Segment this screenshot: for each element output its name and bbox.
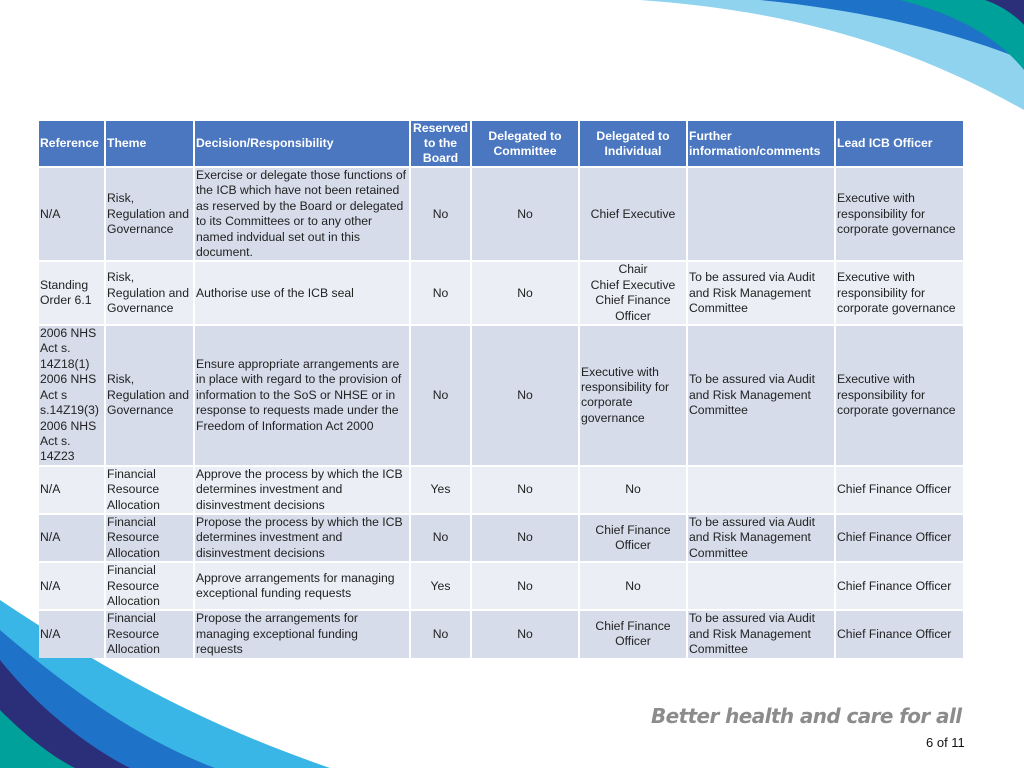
cell-decision: Approve the process by which the ICB det… (195, 466, 409, 513)
table-header-row: Reference Theme Decision/Responsibility … (39, 121, 963, 166)
cell-theme: Financial Resource Allocation (106, 466, 193, 513)
cell-decision: Approve arrangements for managing except… (195, 563, 409, 610)
wave-bottom-navy (0, 660, 130, 768)
wave-top-navy (985, 0, 1024, 25)
cell-decision: Exercise or delegate those functions of … (195, 168, 409, 261)
cell-officer: Chief Finance Officer (836, 466, 963, 513)
table-row: N/A Financial Resource Allocation Propos… (39, 611, 963, 658)
cell-reserved: No (411, 168, 470, 261)
header-reserved: Reserved to the Board (411, 121, 470, 166)
cell-reserved: No (411, 262, 470, 325)
cell-theme: Financial Resource Allocation (106, 563, 193, 610)
wave-top-blue (760, 0, 1024, 60)
cell-further (688, 168, 834, 261)
cell-individual: Executive with responsibility for corpor… (580, 326, 686, 465)
cell-committee: No (472, 514, 578, 562)
table-row: N/A Financial Resource Allocation Approv… (39, 466, 963, 513)
cell-committee: No (472, 611, 578, 658)
cell-further (688, 563, 834, 610)
cell-reserved: Yes (411, 563, 470, 610)
header-decision: Decision/Responsibility (195, 121, 409, 166)
header-theme: Theme (106, 121, 193, 166)
table-row: Standing Order 6.1 Risk, Regulation and … (39, 262, 963, 325)
header-officer: Lead ICB Officer (836, 121, 963, 166)
cell-reserved: Yes (411, 466, 470, 513)
header-individual: Delegated to Individual (580, 121, 686, 166)
cell-officer: Chief Finance Officer (836, 563, 963, 610)
cell-reserved: No (411, 611, 470, 658)
cell-committee: No (472, 466, 578, 513)
table-row: 2006 NHS Act s. 14Z18(1) 2006 NHS Act s … (39, 326, 963, 465)
cell-further: To be assured via Audit and Risk Managem… (688, 326, 834, 465)
cell-officer: Executive with responsibility for corpor… (836, 168, 963, 261)
cell-officer: Chief Finance Officer (836, 611, 963, 658)
cell-theme: Risk, Regulation and Governance (106, 168, 193, 261)
cell-theme: Risk, Regulation and Governance (106, 262, 193, 325)
cell-individual: Chief Finance Officer (580, 611, 686, 658)
cell-reference: N/A (39, 514, 104, 562)
cell-officer: Chief Finance Officer (836, 514, 963, 562)
cell-further (688, 466, 834, 513)
delegation-table: Reference Theme Decision/Responsibility … (37, 119, 965, 660)
table-row: N/A Financial Resource Allocation Approv… (39, 563, 963, 610)
cell-officer: Executive with responsibility for corpor… (836, 326, 963, 465)
wave-bottom-teal (0, 710, 75, 768)
header-committee: Delegated to Committee (472, 121, 578, 166)
cell-reference: N/A (39, 168, 104, 261)
cell-further: To be assured via Audit and Risk Managem… (688, 262, 834, 325)
cell-reference: N/A (39, 563, 104, 610)
cell-theme: Financial Resource Allocation (106, 514, 193, 562)
table-row: N/A Risk, Regulation and Governance Exer… (39, 168, 963, 261)
cell-decision: Ensure appropriate arrangements are in p… (195, 326, 409, 465)
page-number: 6 of 11 (926, 735, 965, 750)
cell-reserved: No (411, 326, 470, 465)
slogan-text: Better health and care for all (651, 704, 962, 728)
cell-officer: Executive with responsibility for corpor… (836, 262, 963, 325)
cell-individual: No (580, 563, 686, 610)
cell-reference: N/A (39, 611, 104, 658)
cell-committee: No (472, 168, 578, 261)
cell-reference: Standing Order 6.1 (39, 262, 104, 325)
cell-theme: Risk, Regulation and Governance (106, 326, 193, 465)
cell-committee: No (472, 262, 578, 325)
cell-individual: Chief Finance Officer (580, 514, 686, 562)
cell-committee: No (472, 563, 578, 610)
cell-reserved: No (411, 514, 470, 562)
cell-theme: Financial Resource Allocation (106, 611, 193, 658)
cell-committee: No (472, 326, 578, 465)
cell-individual: No (580, 466, 686, 513)
cell-decision: Propose the process by which the ICB det… (195, 514, 409, 562)
header-further: Further information/comments (688, 121, 834, 166)
wave-top-teal (900, 0, 1024, 70)
cell-decision: Authorise use of the ICB seal (195, 262, 409, 325)
table-row: N/A Financial Resource Allocation Propos… (39, 514, 963, 562)
cell-decision: Propose the arrangements for managing ex… (195, 611, 409, 658)
header-reference: Reference (39, 121, 104, 166)
wave-top-cyan (640, 0, 1024, 110)
cell-further: To be assured via Audit and Risk Managem… (688, 611, 834, 658)
cell-reference: N/A (39, 466, 104, 513)
cell-individual: Chief Executive (580, 168, 686, 261)
cell-individual: Chair Chief Executive Chief Finance Offi… (580, 262, 686, 325)
cell-reference: 2006 NHS Act s. 14Z18(1) 2006 NHS Act s … (39, 326, 104, 465)
cell-further: To be assured via Audit and Risk Managem… (688, 514, 834, 562)
